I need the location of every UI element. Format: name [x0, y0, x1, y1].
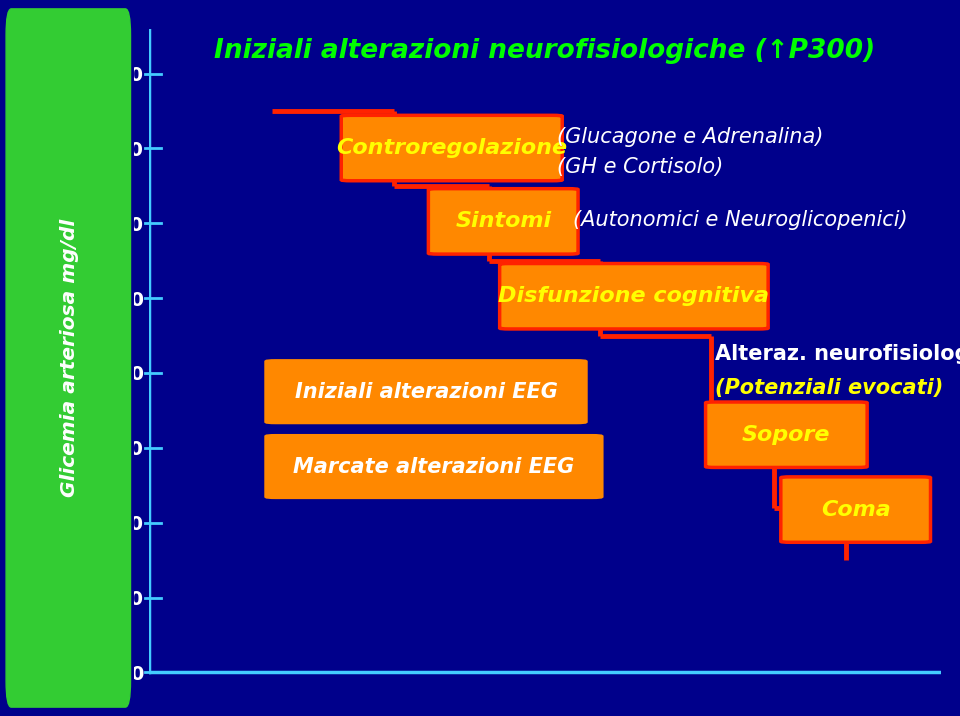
- Text: Iniziali alterazioni neurofisiologiche (↑P300): Iniziali alterazioni neurofisiologiche (…: [214, 38, 876, 64]
- FancyBboxPatch shape: [428, 189, 578, 254]
- Text: (Autonomici e Neuroglicopenici): (Autonomici e Neuroglicopenici): [572, 210, 907, 230]
- Text: (Glucagone e Adrenalina): (Glucagone e Adrenalina): [557, 127, 823, 147]
- FancyBboxPatch shape: [266, 436, 602, 498]
- Text: (Potenziali evocati): (Potenziali evocati): [715, 378, 944, 398]
- Text: Sintomi: Sintomi: [455, 211, 551, 231]
- FancyBboxPatch shape: [341, 115, 563, 180]
- FancyBboxPatch shape: [266, 361, 586, 422]
- Text: Iniziali alterazioni EEG: Iniziali alterazioni EEG: [295, 382, 558, 402]
- Text: Glicemia arteriosa mg/dl: Glicemia arteriosa mg/dl: [60, 219, 79, 497]
- Text: Alteraz. neurofisiologiche: Alteraz. neurofisiologiche: [715, 344, 960, 364]
- FancyBboxPatch shape: [6, 9, 131, 707]
- FancyBboxPatch shape: [780, 477, 930, 542]
- Text: (GH e Cortisolo): (GH e Cortisolo): [557, 157, 723, 177]
- Text: Marcate alterazioni EEG: Marcate alterazioni EEG: [294, 457, 574, 477]
- Text: Coma: Coma: [821, 500, 891, 520]
- Text: Disfunzione cognitiva: Disfunzione cognitiva: [498, 286, 769, 306]
- FancyBboxPatch shape: [706, 402, 867, 468]
- Text: Controregolazione: Controregolazione: [336, 138, 567, 158]
- Text: Sopore: Sopore: [742, 425, 830, 445]
- FancyBboxPatch shape: [499, 263, 768, 329]
